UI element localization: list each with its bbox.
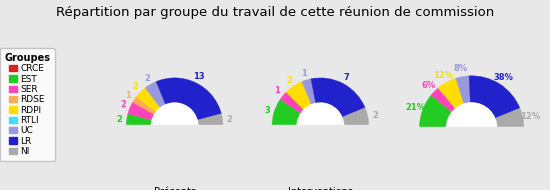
Text: 21%: 21% xyxy=(405,104,425,112)
Bar xyxy=(104,125,245,153)
Wedge shape xyxy=(272,99,301,126)
Bar xyxy=(250,125,390,153)
Wedge shape xyxy=(342,108,369,126)
Legend: CRCE, EST, SER, RDSE, RDPI, RTLI, UC, LR, NI: CRCE, EST, SER, RDSE, RDPI, RTLI, UC, LR… xyxy=(0,48,54,161)
Text: 1: 1 xyxy=(301,69,307,78)
Text: 1: 1 xyxy=(274,86,280,96)
Text: 2: 2 xyxy=(372,111,378,120)
Text: 12%: 12% xyxy=(520,112,541,121)
Text: Interventions: Interventions xyxy=(288,187,353,190)
Wedge shape xyxy=(133,97,156,115)
Text: 12%: 12% xyxy=(433,71,453,80)
Wedge shape xyxy=(126,114,152,126)
Text: 2: 2 xyxy=(120,101,126,109)
Bar xyxy=(396,127,547,157)
Text: 2: 2 xyxy=(133,82,138,91)
Wedge shape xyxy=(128,102,155,120)
Text: Répartition par groupe du travail de cette réunion de commission: Répartition par groupe du travail de cet… xyxy=(56,6,494,19)
Wedge shape xyxy=(286,82,311,110)
Wedge shape xyxy=(311,78,365,117)
Wedge shape xyxy=(145,82,166,108)
Text: 3: 3 xyxy=(265,106,270,115)
Wedge shape xyxy=(495,108,524,128)
Circle shape xyxy=(151,103,198,150)
Wedge shape xyxy=(156,78,221,120)
Wedge shape xyxy=(438,78,464,109)
Wedge shape xyxy=(136,88,161,112)
Wedge shape xyxy=(431,88,455,112)
Text: 1: 1 xyxy=(125,91,131,100)
Text: 2: 2 xyxy=(287,75,293,85)
Text: 13: 13 xyxy=(194,72,205,81)
Text: 2: 2 xyxy=(144,74,150,83)
Circle shape xyxy=(447,103,497,153)
Wedge shape xyxy=(280,92,304,113)
Wedge shape xyxy=(302,79,316,105)
Circle shape xyxy=(297,103,344,150)
Text: 6%: 6% xyxy=(422,81,436,90)
Wedge shape xyxy=(197,114,223,126)
Wedge shape xyxy=(469,76,520,119)
Text: 38%: 38% xyxy=(494,73,514,82)
Wedge shape xyxy=(420,95,452,128)
Text: 2: 2 xyxy=(227,115,233,124)
Text: 8%: 8% xyxy=(454,64,468,74)
Wedge shape xyxy=(456,76,470,104)
Text: 7: 7 xyxy=(344,73,349,82)
Text: 2: 2 xyxy=(117,115,123,124)
Text: Présents: Présents xyxy=(153,187,196,190)
